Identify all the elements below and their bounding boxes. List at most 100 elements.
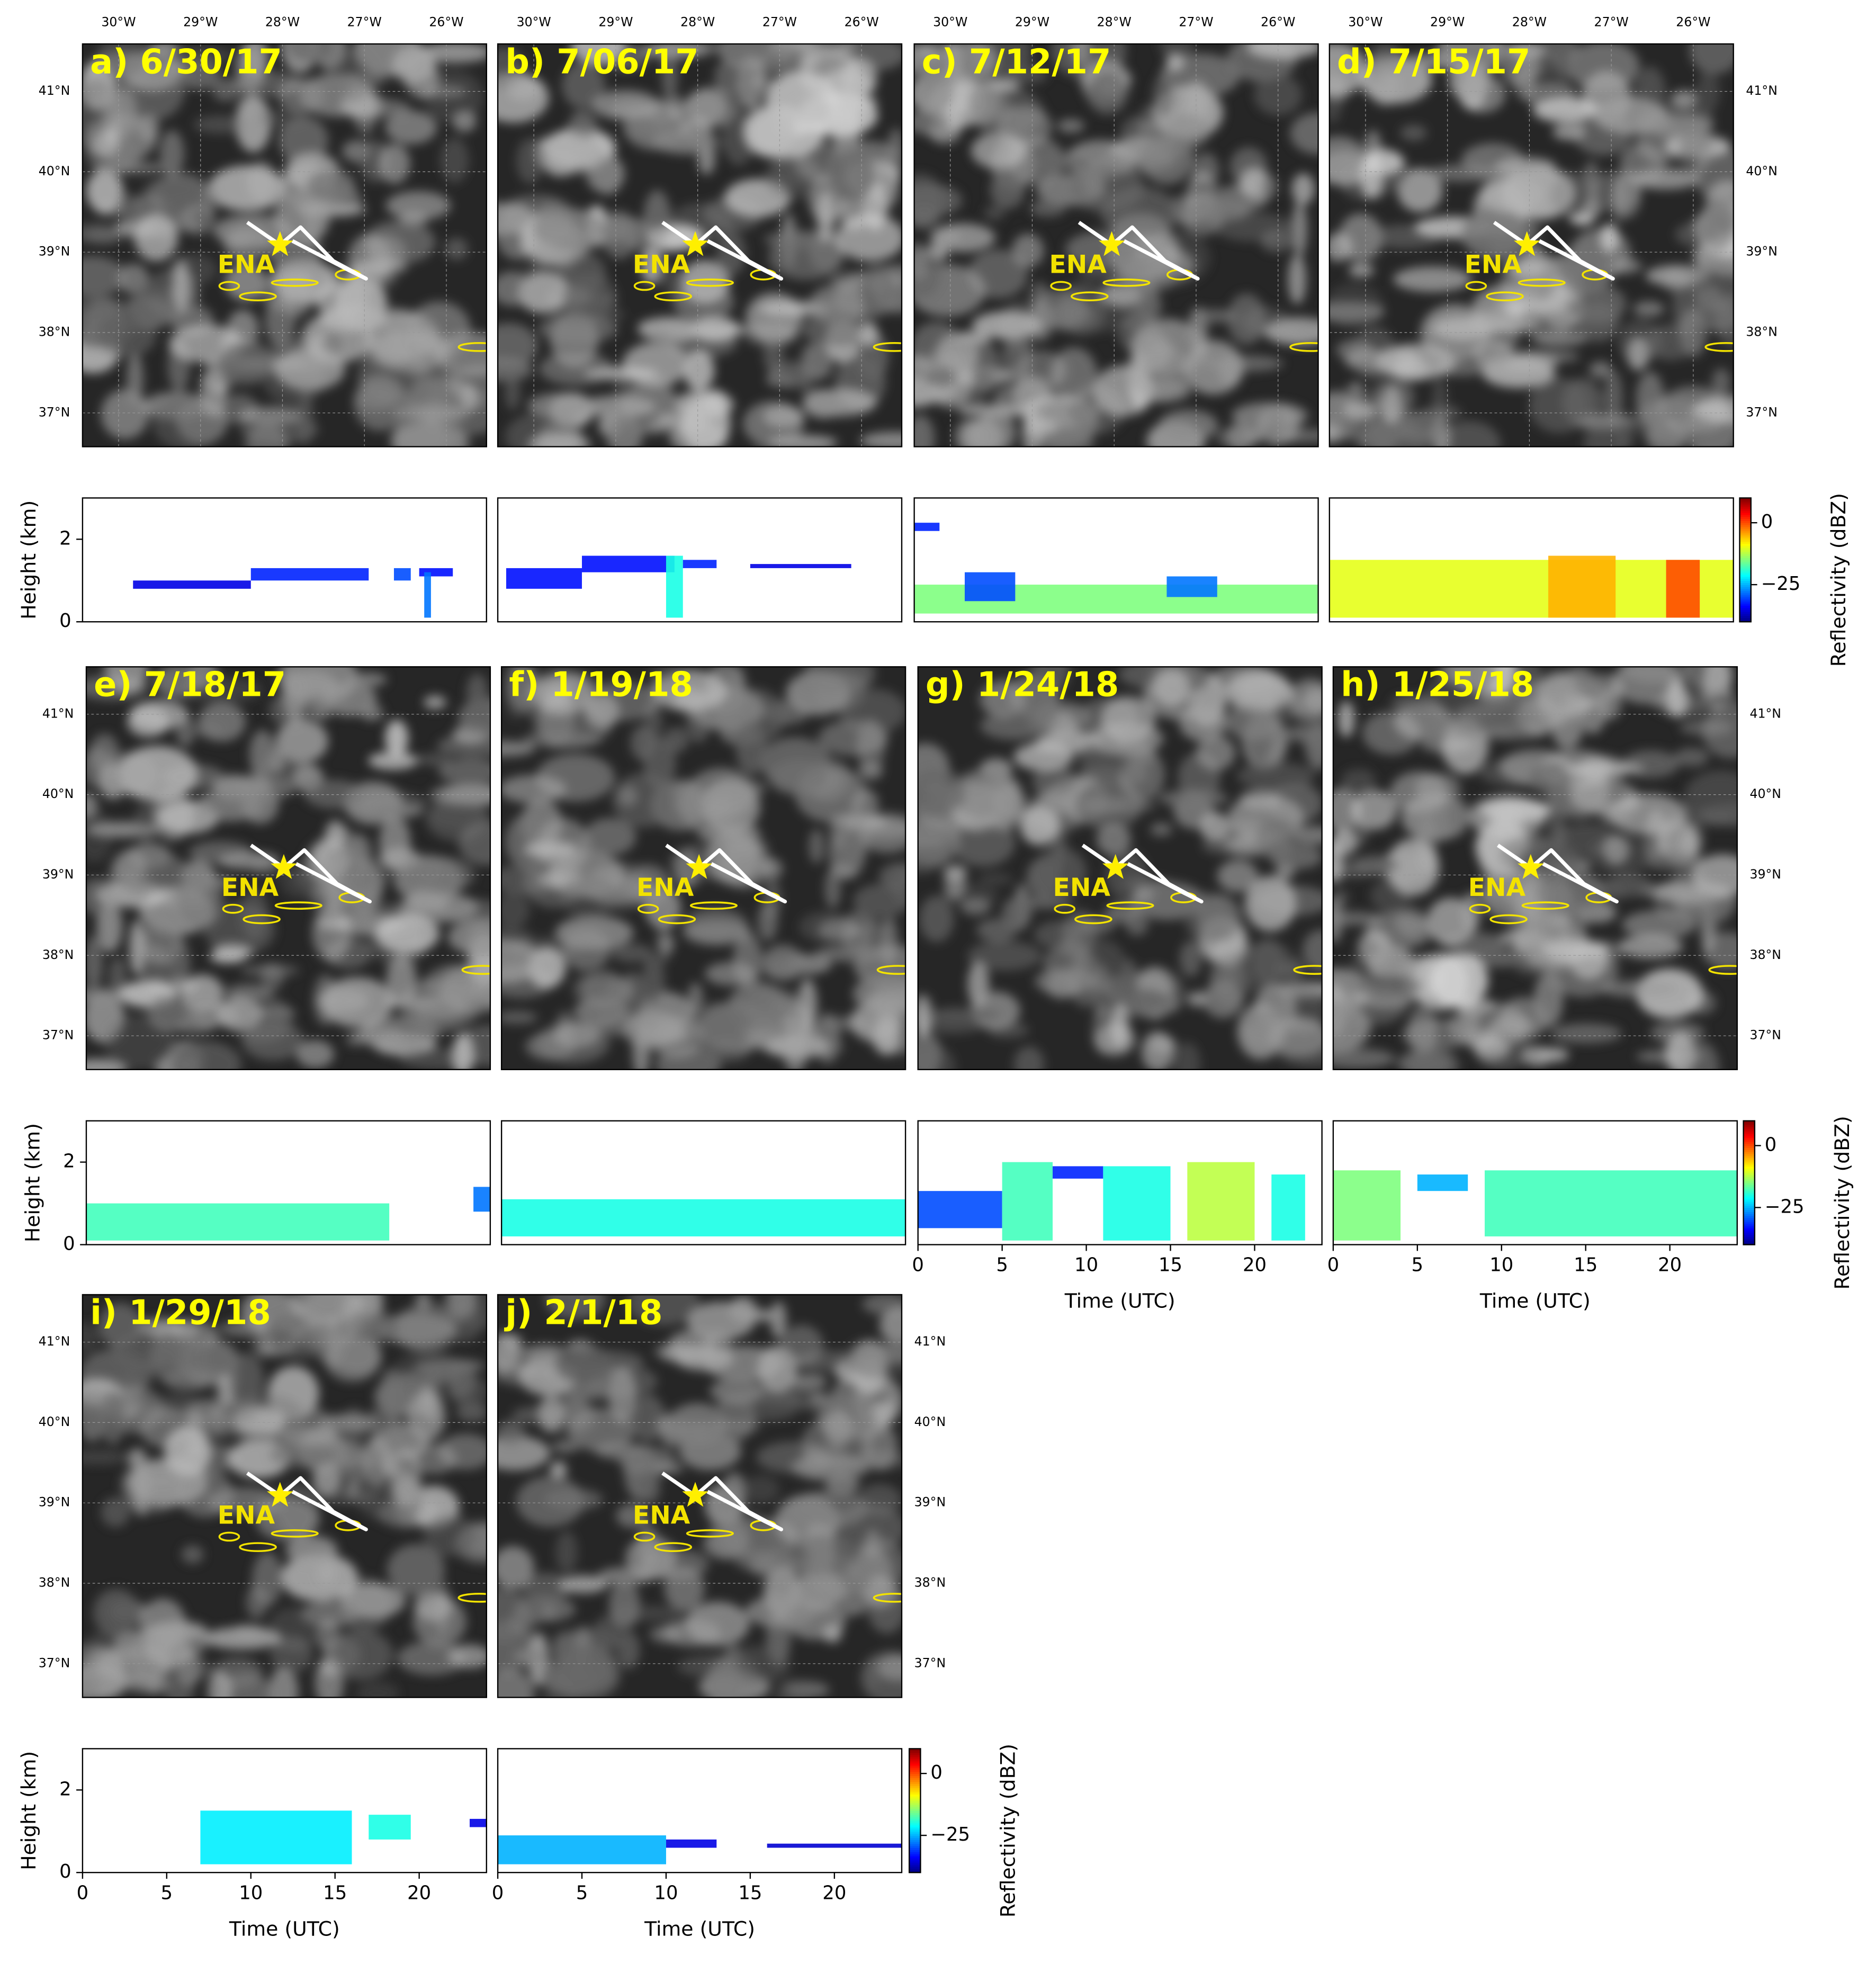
cloud	[149, 1332, 194, 1384]
cloud	[1159, 789, 1228, 808]
cloud	[795, 671, 867, 694]
cloud	[1179, 706, 1227, 741]
x-tick-label: 29°W	[598, 14, 633, 29]
cloud	[538, 1395, 564, 1433]
island	[876, 965, 906, 975]
cloud	[1141, 1031, 1174, 1070]
cloud	[643, 190, 671, 245]
cloud	[82, 1322, 98, 1353]
cloud	[684, 351, 715, 391]
cloud	[82, 1391, 130, 1414]
cloud	[1058, 938, 1088, 958]
colorbar-segment	[1739, 586, 1751, 589]
cloud	[145, 914, 160, 928]
colorbar-segment	[1743, 1203, 1755, 1206]
cloud	[1679, 1041, 1719, 1070]
x-tick-label: 15	[738, 1882, 762, 1904]
cloud	[1174, 1042, 1201, 1070]
panel-title: e) 7/18/17	[94, 666, 286, 705]
cloud-texture	[498, 43, 902, 447]
colorbar-segment	[1739, 590, 1751, 594]
cloud	[1349, 264, 1374, 277]
cloud	[415, 1295, 432, 1311]
echo	[506, 568, 582, 589]
site-marker	[1518, 854, 1544, 879]
cloud	[427, 802, 490, 829]
cloud	[172, 260, 190, 313]
cloud	[1277, 959, 1306, 980]
x-tick-label: 30°W	[517, 14, 551, 29]
cloud	[1494, 157, 1556, 175]
cloud	[82, 296, 139, 349]
cloud	[505, 373, 520, 410]
cloud	[1449, 59, 1491, 102]
cloud	[513, 1648, 549, 1664]
cloud	[198, 787, 263, 822]
cloud	[1097, 823, 1131, 856]
cloud	[1522, 311, 1572, 342]
island	[654, 1542, 693, 1553]
site-label: ENA	[633, 1501, 690, 1530]
x-tick-label: 28°W	[265, 14, 300, 29]
cloud	[763, 334, 784, 373]
island	[1486, 291, 1524, 302]
island	[1102, 279, 1151, 287]
cloud	[1288, 254, 1306, 304]
cloud	[438, 1433, 487, 1470]
cloud	[258, 110, 309, 128]
y-tick-label: 41°N	[39, 1334, 70, 1349]
cloud	[380, 1312, 454, 1346]
cloud	[296, 202, 366, 217]
echo	[1271, 1174, 1305, 1241]
cloud	[524, 1344, 567, 1360]
y-axis-label: Height (km)	[17, 1751, 40, 1870]
cloud	[1329, 232, 1352, 262]
site-marker	[267, 1482, 293, 1507]
x-tick-label: 27°W	[1179, 14, 1213, 29]
colorbar-segment	[909, 1864, 921, 1867]
colorbar-segment	[1743, 1164, 1755, 1167]
cloud	[860, 432, 902, 447]
echo	[1002, 1162, 1053, 1241]
cloud	[1613, 171, 1641, 218]
cloud	[146, 1672, 162, 1696]
cloud	[212, 381, 228, 396]
colorbar-segment	[909, 1827, 921, 1830]
colorbar-segment	[909, 1790, 921, 1792]
colorbar-segment	[1739, 578, 1751, 581]
cloud	[252, 1552, 283, 1607]
x-tick-label: 26°W	[1676, 14, 1710, 29]
x-tick-label: 10	[239, 1882, 263, 1904]
cloud	[914, 110, 949, 132]
cloud	[968, 80, 1001, 126]
colorbar-segment	[1743, 1139, 1755, 1142]
cloud	[446, 1375, 487, 1407]
cloud	[416, 977, 436, 995]
cloud	[376, 913, 439, 954]
colorbar-segment	[1739, 593, 1751, 596]
cloud	[275, 719, 328, 763]
cloud	[798, 911, 852, 943]
colorbar-segment	[1739, 514, 1751, 517]
cloud	[505, 674, 527, 720]
cloud	[1343, 402, 1375, 419]
cloud	[809, 829, 824, 864]
cloud	[1432, 415, 1450, 447]
cloud	[1449, 667, 1498, 692]
satellite-image: ENA	[82, 1295, 487, 1698]
map-frame	[497, 1294, 903, 1698]
map-frame	[917, 666, 1323, 1071]
site-marker	[682, 231, 708, 256]
cloud	[176, 715, 195, 747]
cloud	[1101, 696, 1156, 743]
cloud	[101, 1497, 130, 1527]
cloud	[1159, 43, 1193, 61]
colorbar-label: Reflectivity (dBZ)	[997, 1744, 1020, 1917]
cloud	[1426, 898, 1475, 946]
colorbar-segment	[1743, 1172, 1755, 1175]
cloud	[680, 395, 731, 447]
cloud	[957, 403, 1037, 417]
y-tick-label: 40°N	[914, 1414, 946, 1429]
island	[1465, 281, 1487, 291]
colorbar-segment	[909, 1765, 921, 1768]
